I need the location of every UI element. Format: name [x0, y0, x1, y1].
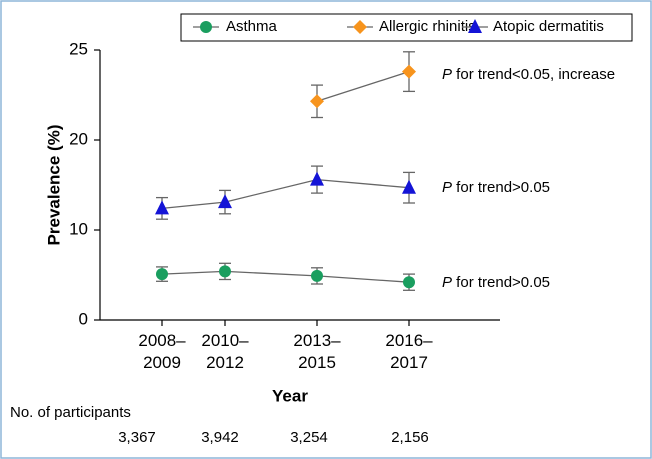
- annotation-italic: P: [442, 274, 452, 291]
- participants-value: 3,942: [201, 429, 239, 446]
- y-tick-label: 0: [79, 309, 88, 328]
- series-line: [161, 178, 410, 210]
- x-tick-label: 2010– 2012: [201, 331, 249, 372]
- legend-box: [180, 13, 633, 42]
- x-tick-label: 2016– 2017: [385, 331, 433, 372]
- marker: [218, 194, 232, 209]
- marker: [402, 179, 416, 194]
- participants-label: No. of participants: [10, 404, 131, 421]
- marker: [468, 19, 482, 33]
- series-line: [161, 270, 410, 283]
- y-tick-label: 20: [69, 129, 88, 148]
- annotation-text: for trend<0.05, increase: [452, 66, 615, 83]
- y-tick-label: 10: [69, 219, 88, 238]
- marker: [310, 171, 324, 186]
- marker: [310, 94, 324, 109]
- annotation-italic: P: [442, 179, 452, 196]
- participants-value: 2,156: [391, 429, 429, 446]
- marker: [155, 200, 169, 215]
- marker: [353, 20, 367, 34]
- x-tick-label: 2013– 2015: [293, 331, 341, 372]
- annotation-text: for trend>0.05: [452, 274, 550, 291]
- y-axis-title: Prevalence (%): [44, 125, 63, 246]
- x-axis-title: Year: [272, 386, 308, 405]
- series-line: [316, 70, 410, 102]
- legend-label: Allergic rhinitis: [379, 18, 476, 35]
- marker: [200, 21, 212, 33]
- annotation: P for trend<0.05, increase: [442, 66, 615, 83]
- annotation-italic: P: [442, 66, 452, 83]
- annotation: P for trend>0.05: [442, 179, 550, 196]
- marker: [156, 268, 168, 281]
- marker: [403, 276, 415, 289]
- y-tick-label: 25: [69, 39, 88, 58]
- marker: [402, 64, 416, 79]
- participants-value: 3,367: [118, 429, 156, 446]
- annotation: P for trend>0.05: [442, 274, 550, 291]
- annotation-text: for trend>0.05: [452, 179, 550, 196]
- participants-value: 3,254: [290, 429, 328, 446]
- legend-label: Atopic dermatitis: [493, 18, 604, 35]
- marker: [219, 265, 231, 278]
- x-tick-label: 2008– 2009: [138, 331, 186, 372]
- marker: [311, 269, 323, 282]
- legend-label: Asthma: [226, 18, 278, 35]
